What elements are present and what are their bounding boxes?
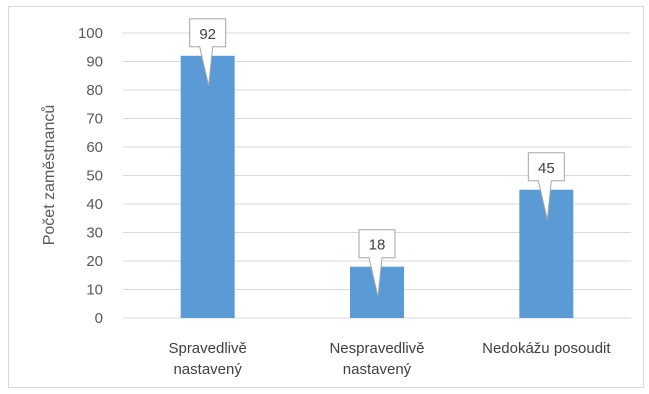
y-tick-label: 100: [78, 25, 103, 42]
x-category-label: Nespravedlivě: [329, 340, 424, 357]
bars: [180, 55, 574, 319]
x-category-label: Spravedlivě: [168, 340, 246, 357]
x-category-label: nastavený: [343, 361, 412, 378]
bar: [180, 55, 235, 319]
y-tick-label: 40: [86, 196, 103, 213]
y-tick-label: 90: [86, 54, 103, 71]
data-label-callout: [527, 152, 565, 220]
x-axis-categories: Spravedlivě nastavený Nespravedlivě nastave…: [168, 340, 611, 378]
y-tick-label: 20: [86, 253, 103, 270]
data-label: 92: [199, 26, 216, 43]
x-category-label: nastavený: [173, 361, 242, 378]
y-tick-label: 30: [86, 225, 103, 242]
y-tick-label: 70: [86, 111, 103, 128]
y-tick-label: 10: [86, 282, 103, 299]
data-label-callout: [358, 229, 396, 297]
y-tick-label: 0: [95, 310, 103, 327]
y-tick-label: 80: [86, 82, 103, 99]
data-label-callout: [189, 18, 227, 86]
y-axis-ticks: 0 10 20 30 40 50 60 70 80 90 100: [78, 25, 103, 327]
data-label: 18: [369, 237, 386, 254]
data-labels: 92 18 45: [189, 18, 565, 297]
y-tick-label: 60: [86, 139, 103, 156]
y-axis-title: Počet zaměstnanců: [40, 105, 58, 246]
x-category-label: Nedokážu posoudit: [482, 340, 611, 357]
y-tick-label: 50: [86, 168, 103, 185]
data-label: 45: [538, 160, 555, 177]
